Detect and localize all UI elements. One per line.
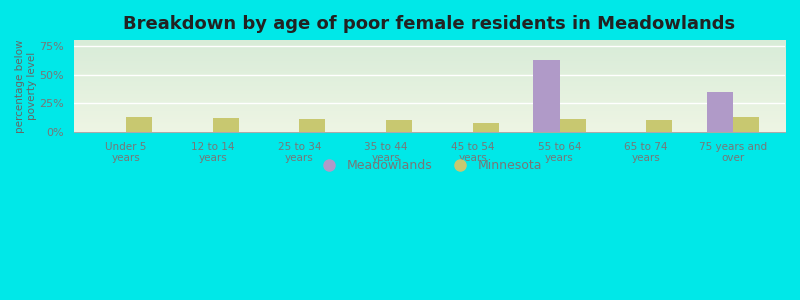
Bar: [559, 119, 586, 132]
Y-axis label: percentage below
poverty level: percentage below poverty level: [15, 39, 37, 133]
Bar: [299, 119, 326, 132]
Bar: [473, 123, 499, 132]
Bar: [126, 117, 152, 132]
Bar: [707, 92, 733, 132]
Bar: [386, 120, 412, 132]
Bar: [646, 120, 672, 132]
Bar: [733, 117, 759, 132]
Bar: [534, 60, 559, 132]
Bar: [213, 118, 238, 132]
Legend: Meadowlands, Minnesota: Meadowlands, Minnesota: [312, 154, 547, 177]
Title: Breakdown by age of poor female residents in Meadowlands: Breakdown by age of poor female resident…: [123, 15, 735, 33]
